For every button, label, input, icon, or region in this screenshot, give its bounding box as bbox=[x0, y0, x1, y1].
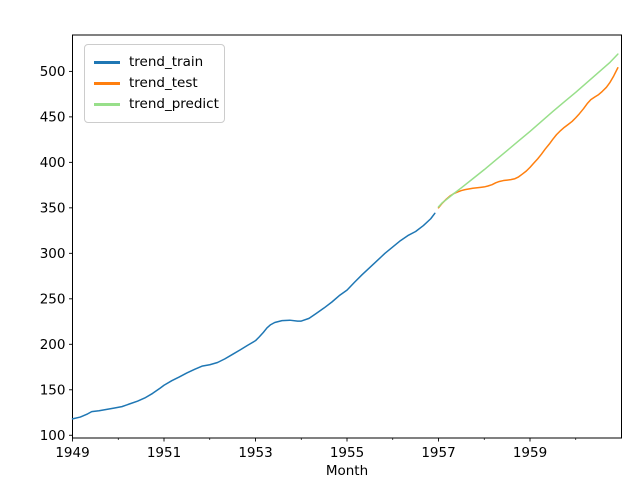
legend-line-swatch-trend-train bbox=[94, 61, 120, 64]
legend-entry-trend-test: trend_test bbox=[94, 73, 214, 94]
series-line-trend_predict bbox=[437, 53, 619, 208]
y-tick-label: 150 bbox=[40, 382, 66, 398]
series-line-trend_train bbox=[71, 212, 436, 420]
x-tick-label: 1951 bbox=[147, 445, 181, 461]
y-tick-label: 200 bbox=[40, 337, 66, 353]
legend-label-trend-train: trend_train bbox=[129, 54, 204, 70]
x-tick-label: 1955 bbox=[330, 445, 364, 461]
x-tick-label: 1949 bbox=[55, 445, 89, 461]
y-tick-label: 300 bbox=[40, 246, 66, 262]
legend-box: trend_train trend_test trend_predict bbox=[84, 44, 225, 123]
x-axis-label: Month bbox=[326, 463, 368, 479]
y-tick-label: 500 bbox=[40, 64, 66, 80]
legend-entry-trend-predict: trend_predict bbox=[94, 94, 219, 115]
legend-entry-trend-train: trend_train bbox=[94, 52, 214, 73]
legend-label-trend-predict: trend_predict bbox=[129, 96, 219, 112]
y-tick-label: 450 bbox=[40, 109, 66, 125]
x-tick-label: 1953 bbox=[238, 445, 272, 461]
legend-label-trend-test: trend_test bbox=[129, 75, 198, 91]
legend-line-swatch-trend-test bbox=[94, 82, 120, 85]
x-tick-label: 1959 bbox=[513, 445, 547, 461]
y-tick-label: 400 bbox=[40, 155, 66, 171]
y-tick-label: 100 bbox=[40, 428, 66, 444]
x-tick-label: 1957 bbox=[421, 445, 455, 461]
y-tick-label: 350 bbox=[40, 200, 66, 216]
y-tick-label: 250 bbox=[40, 291, 66, 307]
legend-line-swatch-trend-predict bbox=[94, 103, 120, 106]
series-line-trend_test bbox=[437, 67, 619, 209]
